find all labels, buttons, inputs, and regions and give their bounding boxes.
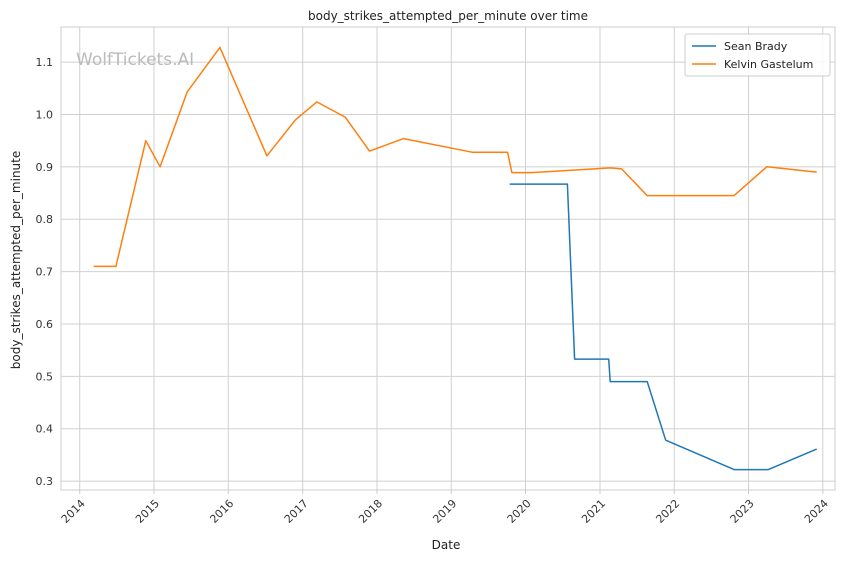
y-tick-label: 0.6 <box>36 318 54 331</box>
y-tick-label: 0.8 <box>36 213 54 226</box>
y-axis-title: body_strikes_attempted_per_minute <box>9 151 23 369</box>
chart-title: body_strikes_attempted_per_minute over t… <box>308 9 588 23</box>
y-tick-label: 1.0 <box>36 108 54 121</box>
y-tick-label: 0.3 <box>36 475 54 488</box>
series-line-kelvin-gastelum <box>93 46 817 268</box>
series-group <box>93 46 817 471</box>
y-tick-label: 1.1 <box>36 56 54 69</box>
watermark: WolfTickets.AI <box>76 50 194 70</box>
legend-label-sean-brady: Sean Brady <box>724 40 788 53</box>
legend-box <box>684 33 831 77</box>
plot-frame <box>60 26 836 491</box>
series-line-sean-brady <box>509 183 817 471</box>
grid <box>61 27 835 490</box>
x-axis-title: Date <box>432 538 461 552</box>
y-tick-label: 0.4 <box>36 423 54 436</box>
legend: Sean Brady Kelvin Gastelum <box>684 33 831 77</box>
y-tick-label: 0.7 <box>36 266 54 279</box>
y-tick-label: 0.5 <box>36 370 54 383</box>
legend-label-kelvin-gastelum: Kelvin Gastelum <box>724 58 813 71</box>
y-tick-labels: 0.3 0.4 0.5 0.6 0.7 0.8 0.9 1.0 1.1 <box>36 56 54 488</box>
y-tick-label: 0.9 <box>36 161 54 174</box>
